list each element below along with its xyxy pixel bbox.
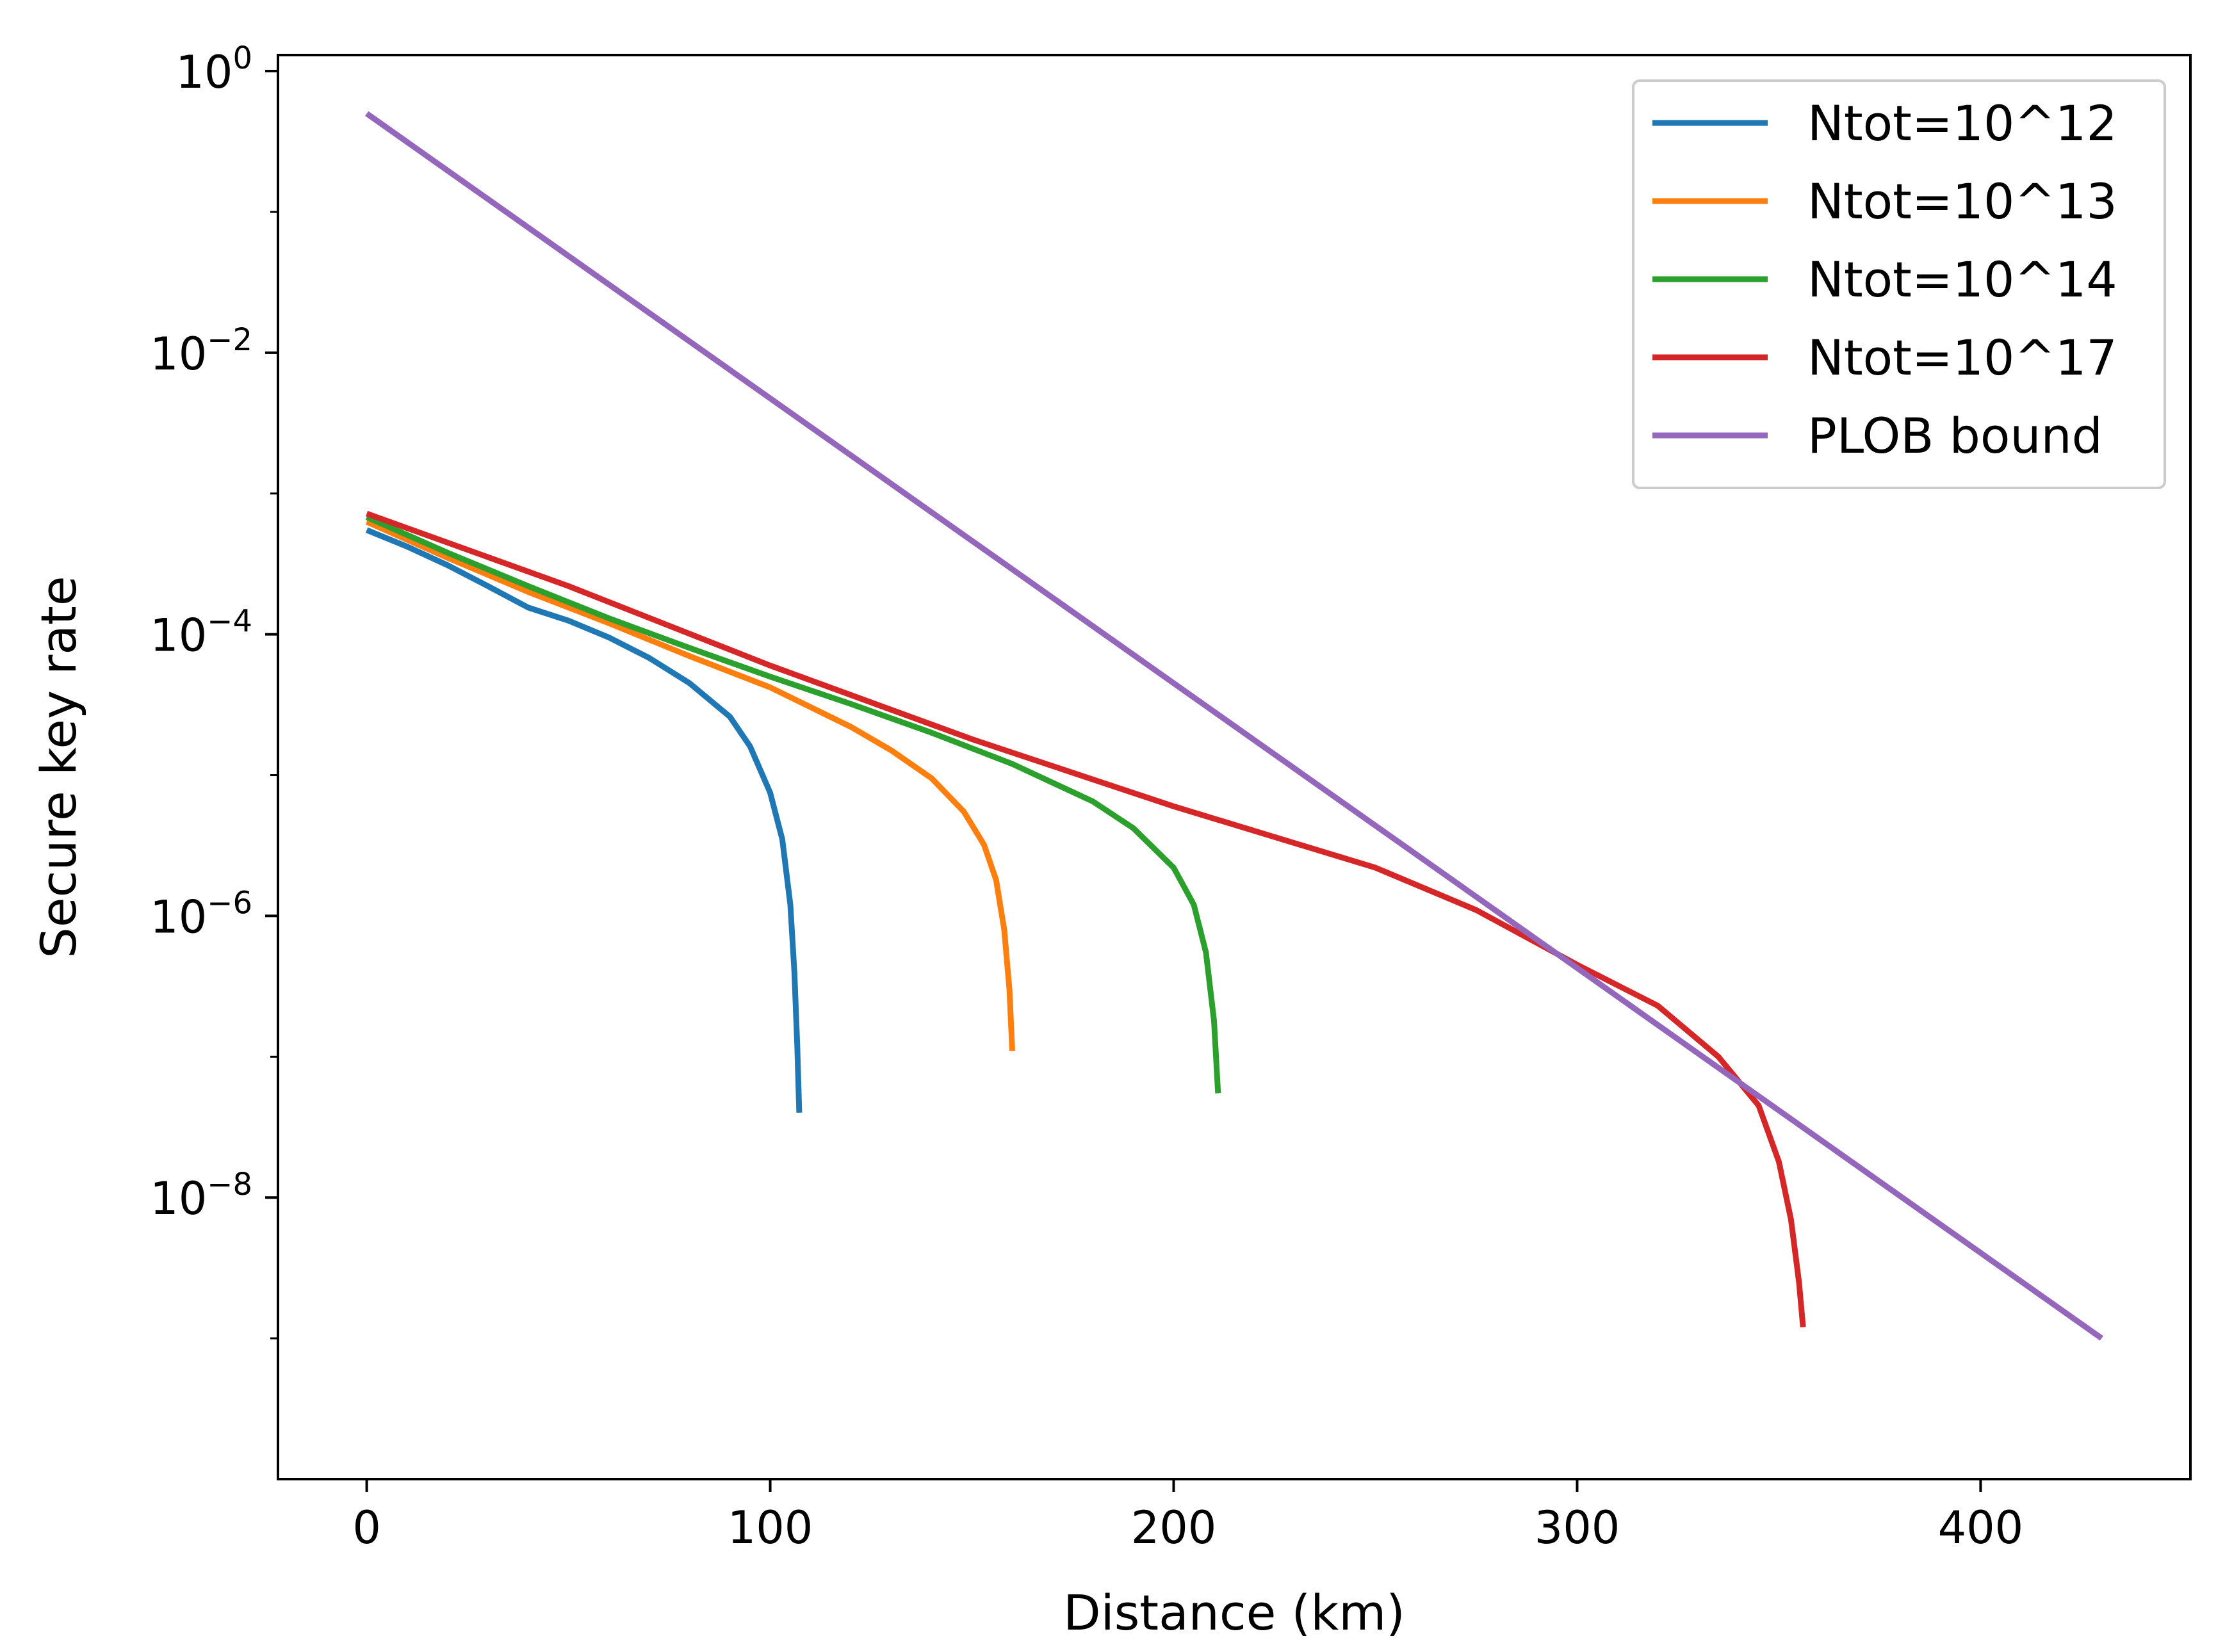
- x-axis: 0 100 200 300 400: [352, 1479, 2023, 1554]
- y-axis: 100 10−2 10−4 10−6 10−8: [150, 40, 278, 1340]
- y-tick-label: 10−6: [150, 885, 252, 943]
- x-tick-label: 200: [1131, 1502, 1217, 1554]
- series-layer: [365, 111, 2103, 1341]
- legend-label-4: Ntot=10^17: [1807, 329, 2117, 386]
- y-tick-label: 10−2: [150, 322, 252, 380]
- series-line-1: [365, 527, 803, 1113]
- legend: Ntot=10^12 Ntot=10^13 Ntot=10^14 Ntot=10^17…: [1632, 79, 2166, 489]
- legend-frame: [1632, 79, 2166, 489]
- x-tick-label: 300: [1535, 1502, 1620, 1554]
- legend-label-2: Ntot=10^13: [1807, 173, 2117, 230]
- legend-label-3: Ntot=10^14: [1807, 251, 2117, 308]
- x-tick-label: 100: [728, 1502, 813, 1554]
- series-line-2: [365, 519, 1015, 1051]
- series-line-3: [365, 514, 1221, 1094]
- legend-label-5: PLOB bound: [1807, 407, 2103, 464]
- plot-area-frame: [277, 54, 2192, 1480]
- y-tick-label: 10−4: [150, 604, 252, 662]
- x-axis-title: Distance (km): [1063, 1584, 1405, 1641]
- legend-label-1: Ntot=10^12: [1807, 95, 2117, 152]
- series-line-5: [365, 111, 2103, 1341]
- x-tick-label: 0: [352, 1502, 381, 1554]
- y-axis-title: Secure key rate: [30, 576, 87, 958]
- y-tick-label: 10−8: [150, 1167, 252, 1225]
- y-tick-label: 100: [175, 40, 252, 99]
- x-tick-label: 400: [1938, 1502, 2024, 1554]
